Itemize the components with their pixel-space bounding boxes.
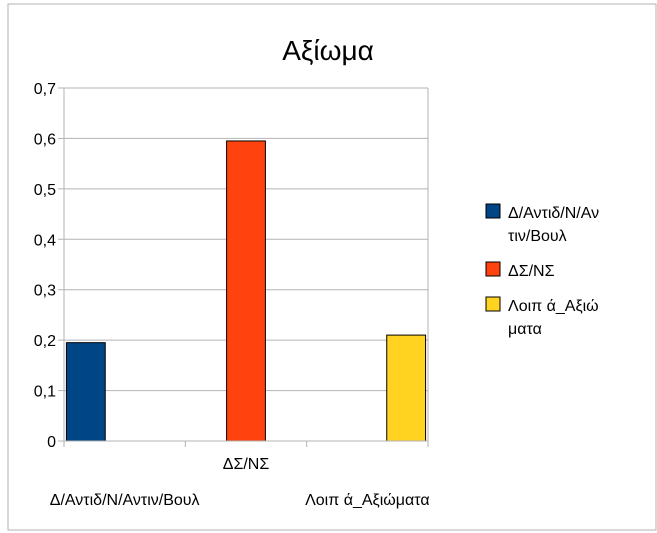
y-tick-label: 0,6 <box>34 131 56 148</box>
x-tick-label: Δ/Αντιδ/Ν/Αντιν/Βουλ <box>50 492 200 509</box>
bars <box>65 140 427 442</box>
chart-title: Αξίωμα <box>282 35 374 66</box>
x-tick-label: ΔΣ/ΝΣ <box>223 456 270 473</box>
legend-swatch <box>485 296 501 312</box>
bar <box>386 334 427 442</box>
axes <box>58 87 429 447</box>
y-tick-label: 0,7 <box>34 81 56 98</box>
y-tick-label: 0,4 <box>34 232 56 249</box>
y-tick-label: 0,2 <box>34 333 56 350</box>
legend: Δ/Αντιδ/Ν/Αν τιν/Βουλ ΔΣ/ΝΣ Λοιπ ά_Αξιώ ματα <box>485 203 599 338</box>
bar <box>226 140 266 442</box>
legend-label: Δ/Αντιδ/Ν/Αν <box>508 205 599 222</box>
y-tick-label: 0,3 <box>34 283 56 300</box>
legend-swatch <box>485 203 501 219</box>
legend-label: ματα <box>508 321 542 338</box>
legend-label: τιν/Βουλ <box>508 228 567 245</box>
legend-label: ΔΣ/ΝΣ <box>508 263 555 280</box>
bar <box>65 342 106 442</box>
tick-labels: 0 0,1 0,2 0,3 0,4 0,5 0,6 0,7 Δ/Αντιδ/Ν/Αντιν/Βο… <box>34 81 430 509</box>
legend-swatch <box>485 261 501 277</box>
x-tick-label: Λοιπ ά_Αξιώματα <box>305 492 429 509</box>
chart-border <box>7 3 657 531</box>
y-tick-label: 0,1 <box>34 384 56 401</box>
legend-label: Λοιπ ά_Αξιώ <box>508 298 599 315</box>
y-tick-label: 0 <box>47 434 56 451</box>
y-tick-label: 0,5 <box>34 182 56 199</box>
